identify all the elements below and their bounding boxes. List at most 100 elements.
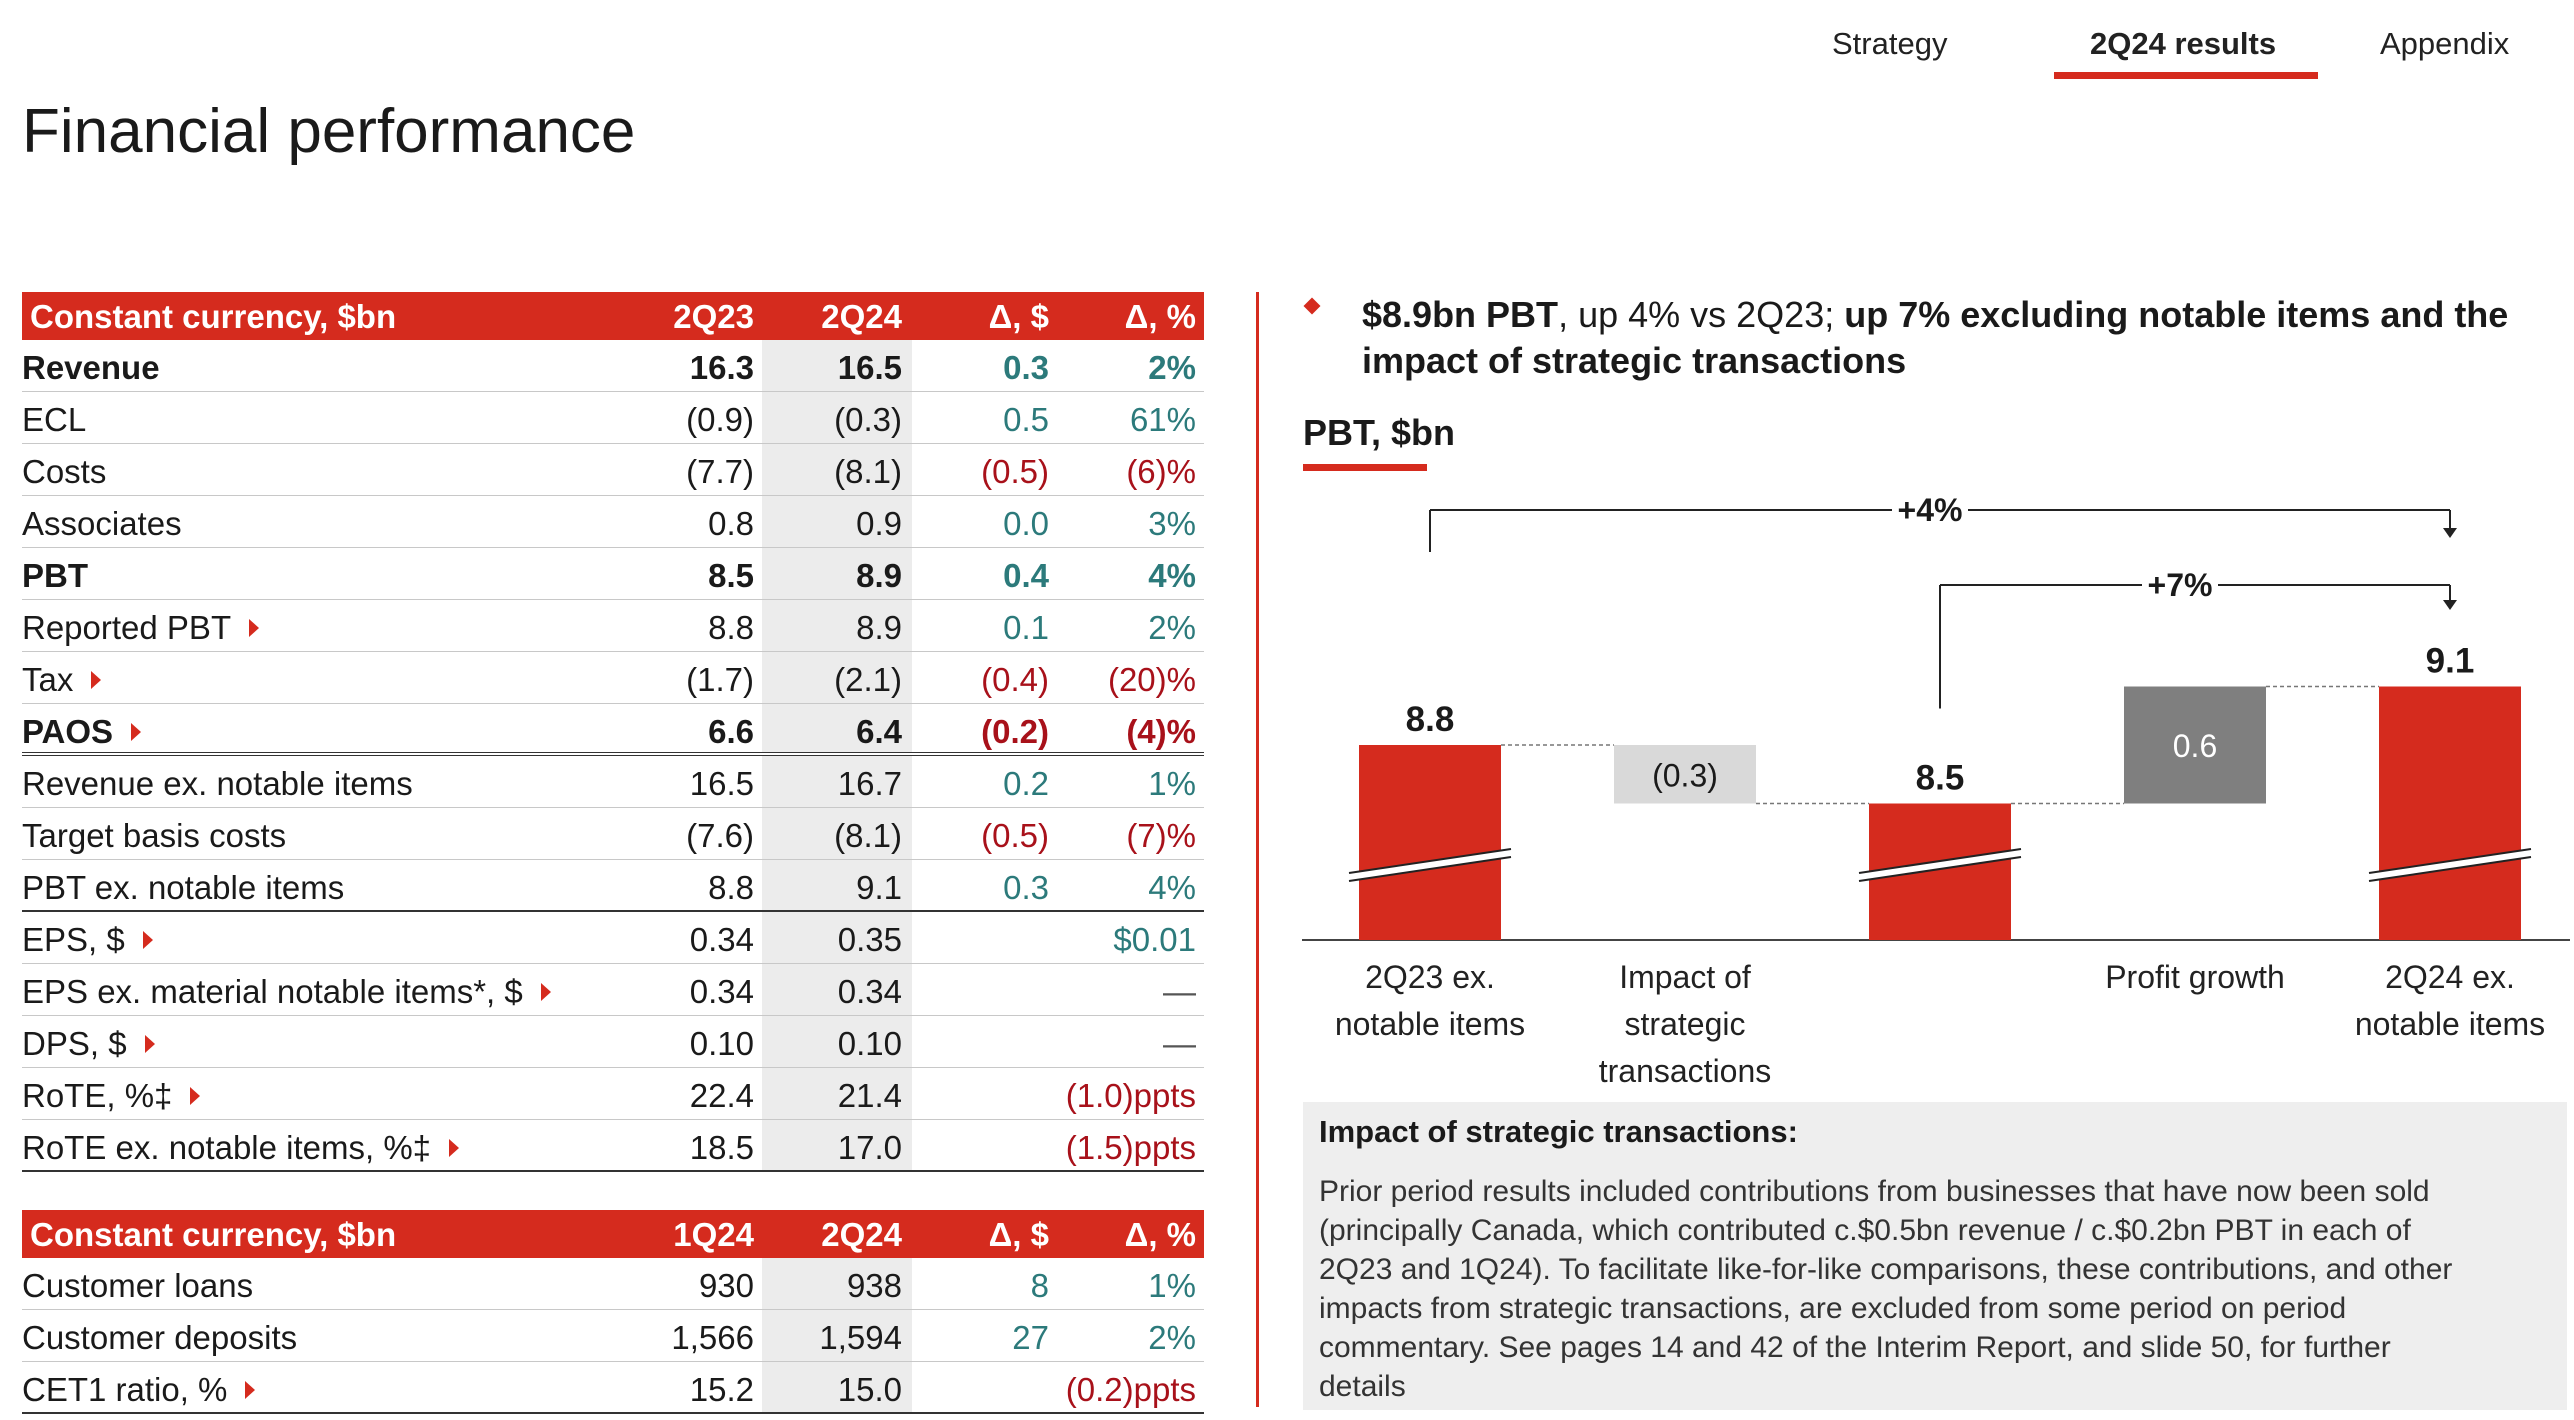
row-label: Customer deposits (22, 1319, 298, 1356)
strategic-transactions-note: Impact of strategic transactions: Prior … (1303, 1102, 2567, 1410)
value-prior: 6.6 (708, 713, 754, 750)
highlight-column-shade (762, 392, 912, 443)
caret-right-icon[interactable] (144, 1035, 155, 1053)
row-label-wrap: PBT ex. notable items (22, 869, 344, 907)
delta-dollar: (0.5) (981, 817, 1049, 854)
highlight-column-shade (762, 1120, 912, 1170)
headline-change: , up 4% vs 2Q23; (1558, 294, 1845, 335)
highlight-column-shade (762, 964, 912, 1015)
highlight-column-shade (762, 1068, 912, 1119)
value-current: 9.1 (856, 869, 902, 906)
note-title: Impact of strategic transactions: (1319, 1114, 1798, 1149)
caret-right-icon[interactable] (91, 671, 102, 689)
row-label-wrap: Customer loans (22, 1267, 253, 1305)
note-line: impacts from strategic transactions, are… (1319, 1292, 2347, 1325)
row-label-wrap[interactable]: DPS, $ (22, 1025, 155, 1063)
delta-percent: 61% (1129, 401, 1196, 438)
highlight-column-shade (762, 1016, 912, 1067)
table-row: Target basis costs (7.6) (8.1) (0.5) (7)% (22, 808, 1204, 860)
value-current: 16.5 (837, 349, 902, 386)
value-current: 1,594 (819, 1319, 902, 1356)
value-current: 15.0 (837, 1371, 902, 1408)
delta-percent: (20)% (1107, 661, 1196, 698)
axis-break-mark (2368, 856, 2532, 882)
highlight-column-shade (762, 444, 912, 495)
row-label-wrap: Revenue (22, 349, 160, 387)
delta-percent: (4)% (1126, 713, 1196, 750)
row-label: ECL (22, 401, 87, 438)
value-current: (0.3) (834, 401, 902, 438)
highlight-column-shade (762, 340, 912, 391)
value-prior: 22.4 (689, 1077, 754, 1114)
row-label-wrap: Revenue ex. notable items (22, 765, 413, 803)
table-row: PBT 8.5 8.9 0.4 4% (22, 548, 1204, 600)
category-label: Impact of (1619, 959, 1751, 995)
row-label: EPS, $ (22, 921, 125, 958)
caret-right-icon[interactable] (142, 931, 153, 949)
caret-right-icon[interactable] (131, 723, 142, 741)
table-header: Constant currency, $bn 2Q23 2Q24 Δ, $ Δ,… (22, 292, 1204, 340)
row-label-wrap[interactable]: Tax (22, 661, 102, 699)
row-label: Costs (22, 453, 107, 490)
delta-percent: $0.01 (1113, 921, 1196, 958)
row-label-wrap[interactable]: PAOS (22, 713, 142, 751)
delta-dollar: 0.4 (1003, 557, 1049, 594)
value-prior: 8.8 (708, 609, 754, 646)
highlight-column-shade (762, 756, 912, 807)
header-col-4: Δ, % (1124, 1216, 1196, 1253)
caret-right-icon[interactable] (449, 1139, 460, 1157)
waterfall-bar (2379, 686, 2521, 940)
caret-right-icon[interactable] (540, 983, 551, 1001)
table-row: Customer deposits 1,566 1,594 27 2% (22, 1310, 1204, 1362)
growth-annotation: +7% (2148, 567, 2213, 603)
row-label-wrap[interactable]: EPS ex. material notable items*, $ (22, 973, 551, 1011)
value-prior: 8.5 (708, 557, 754, 594)
delta-dollar: 0.2 (1003, 765, 1049, 802)
row-label: PAOS (22, 713, 114, 750)
row-label: Associates (22, 505, 182, 542)
tab-2q24-results[interactable]: 2Q24 results (2090, 26, 2277, 61)
value-prior: 16.3 (689, 349, 754, 386)
tab-strategy[interactable]: Strategy (1832, 26, 1948, 61)
row-label-wrap[interactable]: RoTE ex. notable items, %‡ (22, 1129, 460, 1167)
table-row: RoTE, %‡ 22.4 21.4 (1.0)ppts (22, 1068, 1204, 1120)
row-label: CET1 ratio, % (22, 1371, 228, 1408)
category-label: notable items (1335, 1006, 1525, 1042)
row-label-wrap: Costs (22, 453, 106, 491)
row-label-wrap: PBT (22, 557, 88, 595)
row-label: Tax (22, 661, 74, 698)
axis-break-mark (1348, 856, 1512, 882)
header-col-3: Δ, $ (988, 298, 1049, 335)
row-label-wrap[interactable]: RoTE, %‡ (22, 1077, 201, 1115)
value-current: 0.34 (837, 973, 902, 1010)
value-prior: 0.34 (689, 973, 754, 1010)
value-current: 21.4 (837, 1077, 902, 1114)
row-label-wrap[interactable]: EPS, $ (22, 921, 153, 959)
bracket-arrowhead (2443, 528, 2457, 538)
delta-dollar: (0.2) (981, 713, 1049, 750)
bullet-diamond-icon (1303, 297, 1321, 315)
value-prior: 1,566 (671, 1319, 754, 1356)
row-label: Customer loans (22, 1267, 254, 1304)
value-current: 8.9 (856, 609, 902, 646)
delta-percent: (7)% (1126, 817, 1196, 854)
row-label-wrap[interactable]: CET1 ratio, % (22, 1371, 256, 1409)
row-label: PBT ex. notable items (22, 869, 345, 906)
page-title: Financial performance (22, 97, 636, 166)
waterfall-bar (1359, 745, 1501, 940)
row-label-wrap[interactable]: Reported PBT (22, 609, 260, 647)
caret-right-icon[interactable] (245, 1381, 256, 1399)
delta-percent: 1% (1148, 765, 1196, 802)
data-label: (0.3) (1652, 757, 1718, 793)
data-label: 8.8 (1406, 700, 1455, 739)
table-row: PBT ex. notable items 8.8 9.1 0.3 4% (22, 860, 1204, 912)
caret-right-icon[interactable] (190, 1087, 201, 1105)
highlight-column-shade (762, 496, 912, 547)
tab-appendix[interactable]: Appendix (2380, 26, 2510, 61)
caret-right-icon[interactable] (249, 619, 260, 637)
note-line: Prior period results included contributi… (1319, 1175, 2430, 1208)
value-current: (8.1) (834, 453, 902, 490)
table-row: Tax (1.7) (2.1) (0.4) (20)% (22, 652, 1204, 704)
pbt-waterfall-chart: 8.8 2Q23 ex. notable items (0.3) Impact of st… (1302, 492, 2570, 1089)
header-col-2: 2Q24 (821, 1216, 902, 1253)
